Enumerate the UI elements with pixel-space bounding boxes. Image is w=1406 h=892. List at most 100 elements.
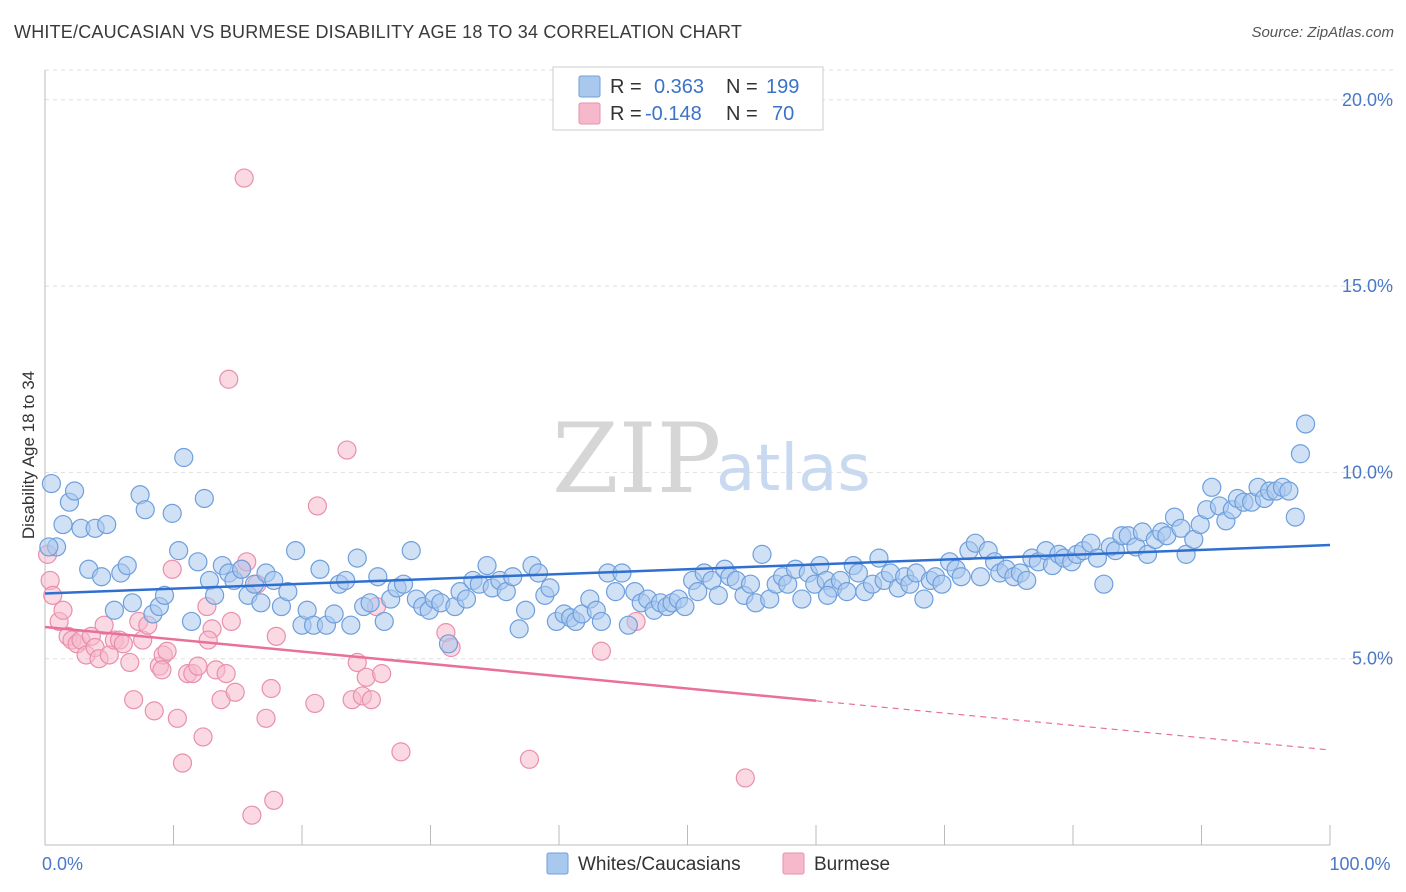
whites-point — [817, 585, 838, 605]
whites-point — [97, 514, 117, 535]
x-tick-label: 0.0% — [42, 854, 83, 874]
whites-point — [540, 578, 560, 598]
whites-point — [509, 619, 529, 639]
whites-point — [135, 500, 155, 520]
legend-n-label-1: N = — [726, 76, 758, 98]
whites-point — [41, 473, 62, 494]
burmese-point — [305, 693, 325, 714]
whites-point — [591, 611, 612, 632]
whites-point — [188, 552, 208, 572]
burmese-point — [261, 678, 281, 699]
whites-point — [91, 567, 112, 587]
whites-point — [336, 570, 356, 591]
whites-point — [1137, 544, 1158, 564]
whites-point — [39, 537, 59, 557]
whites-point — [310, 559, 330, 579]
burmese-point — [225, 682, 245, 702]
whites-points — [39, 414, 1316, 654]
whites-point — [278, 582, 298, 602]
burmese-point — [53, 600, 73, 620]
whites-point — [122, 593, 142, 613]
whites-point — [752, 544, 772, 564]
burmese-point — [735, 768, 755, 788]
tick-labels: 5.0% 10.0% 15.0% 20.0% 0.0% 100.0% — [42, 90, 1393, 874]
legend-r-value-1: 0.363 — [654, 76, 704, 98]
whites-point — [53, 514, 73, 535]
watermark-atlas: atlas — [716, 432, 871, 506]
burmese-point — [198, 630, 218, 650]
whites-point — [688, 582, 708, 602]
burmese-point — [264, 790, 284, 810]
watermark: ZIP atlas — [552, 403, 871, 515]
burmese-point — [157, 641, 177, 661]
whites-point — [324, 604, 344, 624]
burmese-point — [361, 690, 381, 710]
legend-swatch-blue — [578, 75, 601, 98]
legend-n-value-2: 70 — [772, 103, 794, 125]
legend-r-value-2: -0.148 — [645, 103, 702, 125]
burmese-point — [152, 660, 172, 680]
burmese-point — [591, 641, 612, 661]
x-tick-label: 100.0% — [1329, 854, 1390, 874]
burmese-point — [221, 611, 241, 632]
chart-source: Source: ZipAtlas.com — [1251, 24, 1394, 41]
y-tick-label: 5.0% — [1352, 649, 1393, 669]
whites-point — [393, 574, 414, 594]
chart-title: WHITE/CAUCASIAN VS BURMESE DISABILITY AG… — [14, 22, 743, 42]
whites-trend-line — [44, 543, 1331, 595]
whites-point — [1171, 518, 1191, 538]
whites-point — [605, 582, 626, 602]
whites-point — [117, 555, 137, 576]
burmese-point — [256, 708, 276, 728]
whites-point — [914, 589, 934, 609]
burmese-point — [162, 559, 182, 579]
burmese-point — [193, 727, 213, 747]
whites-point — [174, 447, 194, 468]
y-tick-label: 15.0% — [1342, 276, 1393, 296]
whites-point — [64, 481, 85, 501]
whites-point — [181, 611, 202, 632]
legend-n-label-2: N = — [726, 103, 758, 125]
axes — [44, 70, 1331, 846]
burmese-point — [144, 701, 164, 721]
whites-point — [1017, 570, 1037, 591]
whites-point — [1094, 574, 1114, 594]
whites-point — [618, 615, 638, 635]
burmese-point — [120, 652, 140, 673]
burmese-point — [94, 615, 114, 635]
burmese-point — [124, 690, 144, 710]
whites-point — [232, 559, 252, 579]
whites-point — [515, 600, 536, 620]
whites-point — [970, 567, 991, 587]
burmese-trend-line — [44, 625, 817, 703]
whites-point — [1290, 444, 1311, 464]
whites-point — [438, 634, 459, 654]
whites-point — [792, 589, 812, 609]
trend-lines — [44, 543, 1331, 751]
whites-point — [154, 585, 175, 605]
y-axis-label: Disability Age 18 to 34 — [19, 371, 38, 539]
burmese-point — [43, 585, 63, 605]
legend-swatch-pink — [578, 102, 601, 125]
burmese-point — [172, 753, 193, 773]
whites-point — [708, 585, 728, 605]
burmese-point — [519, 749, 540, 769]
whites-point — [194, 488, 214, 509]
whites-point — [374, 611, 394, 632]
burmese-points — [37, 168, 755, 825]
whites-point — [837, 582, 857, 602]
y-tick-label: 10.0% — [1342, 462, 1393, 482]
burmese-point — [337, 440, 357, 460]
bottom-legend-label-burmese: Burmese — [814, 854, 890, 875]
bottom-legend-swatch-pink — [782, 852, 805, 875]
burmese-point — [113, 634, 133, 654]
whites-point — [205, 585, 225, 605]
burmese-point — [216, 664, 236, 684]
burmese-trend-line-dashed — [815, 700, 1331, 751]
whites-point — [740, 574, 761, 594]
burmese-point — [391, 742, 411, 762]
whites-point — [778, 574, 798, 594]
watermark-zip: ZIP — [552, 403, 721, 515]
whites-point — [169, 541, 189, 561]
